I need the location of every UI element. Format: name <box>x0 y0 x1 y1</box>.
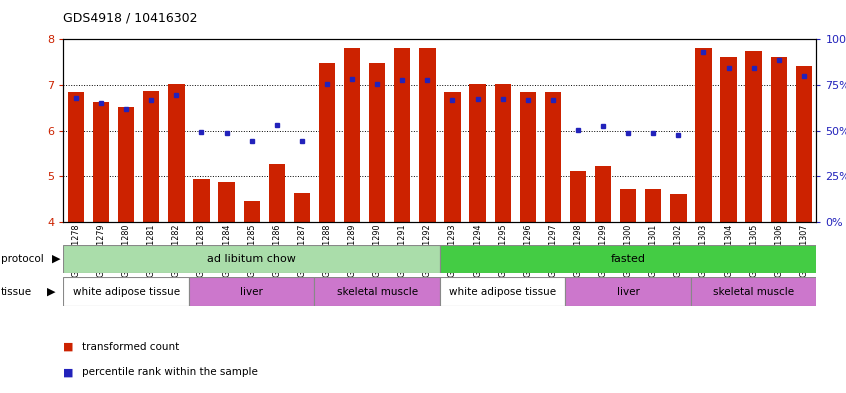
Text: fasted: fasted <box>611 254 645 264</box>
Bar <box>63 245 440 273</box>
Text: percentile rank within the sample: percentile rank within the sample <box>82 367 258 377</box>
Text: transformed count: transformed count <box>82 342 179 352</box>
Bar <box>244 202 260 222</box>
Text: white adipose tissue: white adipose tissue <box>73 286 179 297</box>
Bar <box>695 48 711 222</box>
Bar <box>269 163 285 222</box>
Bar <box>545 92 561 222</box>
Text: ■: ■ <box>63 342 74 352</box>
Bar <box>570 171 586 222</box>
Bar <box>63 277 189 306</box>
Text: white adipose tissue: white adipose tissue <box>449 286 556 297</box>
Text: ■: ■ <box>63 367 74 377</box>
Text: ▶: ▶ <box>52 254 61 264</box>
Bar <box>670 194 686 222</box>
Bar <box>143 91 159 222</box>
Bar <box>194 179 210 222</box>
Text: liver: liver <box>240 286 263 297</box>
Text: ▶: ▶ <box>47 286 55 297</box>
Text: skeletal muscle: skeletal muscle <box>713 286 794 297</box>
Bar <box>721 57 737 222</box>
Bar <box>315 277 440 306</box>
Bar <box>369 63 385 222</box>
Bar <box>344 48 360 222</box>
Bar <box>771 57 787 222</box>
Bar <box>440 245 816 273</box>
Text: ad libitum chow: ad libitum chow <box>207 254 296 264</box>
Bar <box>218 182 234 222</box>
Bar <box>495 84 511 222</box>
Bar <box>93 102 109 222</box>
Bar <box>189 277 315 306</box>
Bar <box>470 84 486 222</box>
Bar <box>444 92 460 222</box>
Bar <box>691 277 816 306</box>
Bar <box>796 66 812 222</box>
Bar <box>440 277 565 306</box>
Bar <box>394 48 410 222</box>
Bar <box>118 107 135 222</box>
Bar <box>420 48 436 222</box>
Text: GDS4918 / 10416302: GDS4918 / 10416302 <box>63 12 198 25</box>
Bar <box>519 92 536 222</box>
Bar <box>595 166 611 222</box>
Text: protocol: protocol <box>1 254 44 264</box>
Bar <box>168 84 184 222</box>
Bar <box>565 277 691 306</box>
Bar <box>645 189 662 222</box>
Text: skeletal muscle: skeletal muscle <box>337 286 418 297</box>
Text: tissue: tissue <box>1 286 32 297</box>
Bar <box>319 63 335 222</box>
Bar <box>294 193 310 222</box>
Text: liver: liver <box>617 286 640 297</box>
Bar <box>68 92 84 222</box>
Bar <box>620 189 636 222</box>
Bar <box>745 51 761 222</box>
